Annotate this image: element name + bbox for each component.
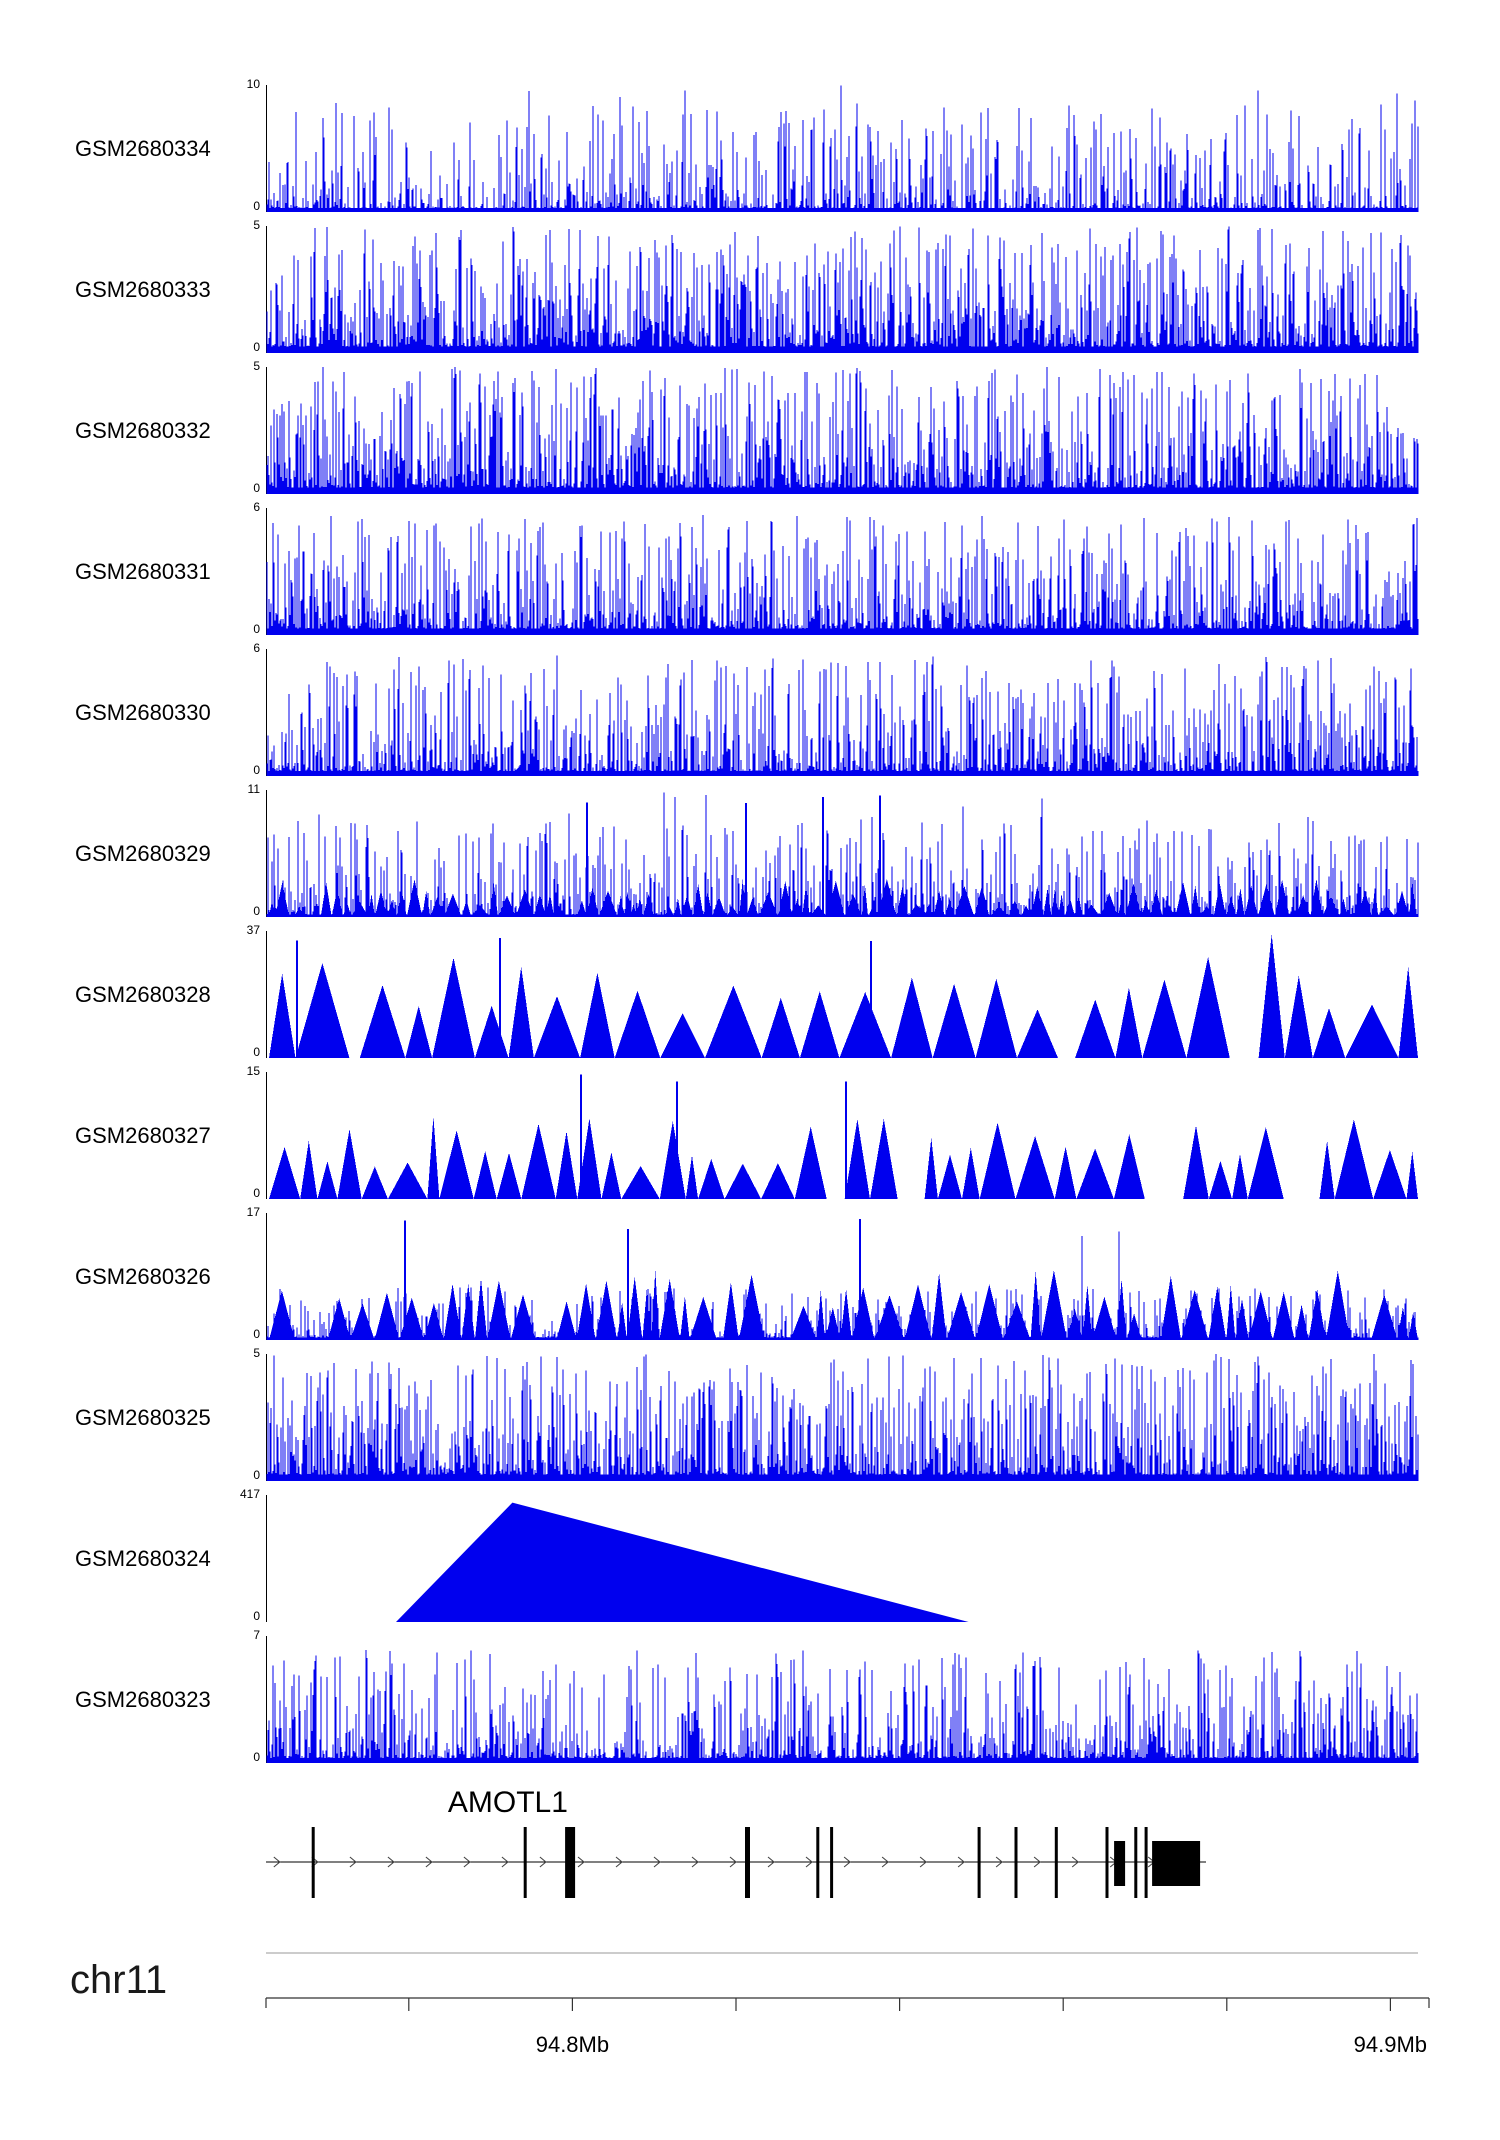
track-label: GSM2680329 [75, 840, 211, 866]
coverage-signal [266, 1219, 1419, 1340]
track-label: GSM2680331 [75, 558, 211, 584]
coordinate-ruler [265, 1952, 1430, 2011]
coverage-signal [266, 367, 1419, 494]
track-ymin-label: 0 [253, 622, 260, 636]
track-label: GSM2680326 [75, 1263, 211, 1289]
track-ymax-label: 10 [246, 77, 260, 91]
gene-exon [1114, 1841, 1126, 1886]
track-ymax-label: 17 [246, 1205, 260, 1219]
chromosome-label: chr11 [70, 1958, 168, 2002]
scale-axis [265, 1997, 1430, 2011]
track-label: GSM2680333 [75, 276, 211, 302]
gene-exon [1152, 1841, 1201, 1886]
track-signal-GSM2680324 [266, 1495, 1418, 1622]
track-ymax-label: 6 [253, 500, 260, 514]
axis-tick-label: 94.9Mb [1353, 2032, 1428, 2057]
track-ymin-label: 0 [253, 1750, 260, 1764]
coverage-signal [266, 792, 1419, 917]
gene-exon [977, 1827, 981, 1898]
track-ymin-label: 0 [253, 1186, 260, 1200]
track-ymax-label: 15 [246, 1064, 260, 1078]
track-label: GSM2680334 [75, 135, 211, 161]
coverage-signal [266, 85, 1419, 212]
track-ymax-label: 5 [253, 359, 260, 373]
track-label: GSM2680325 [75, 1404, 211, 1430]
track-signal-GSM2680323 [266, 1636, 1419, 1763]
gene-exon [311, 1827, 315, 1898]
coverage-signal [269, 1074, 1418, 1199]
axis-tick-label: 94.8Mb [535, 2032, 610, 2057]
track-label: GSM2680332 [75, 417, 211, 443]
gene-exon [565, 1827, 576, 1898]
gene-exon [1014, 1827, 1018, 1898]
track-label: GSM2680323 [75, 1686, 211, 1712]
track-ymax-label: 5 [253, 218, 260, 232]
gene-exon [1105, 1827, 1109, 1898]
coverage-signal [266, 655, 1419, 776]
gene-exon [1054, 1827, 1058, 1898]
strand-arrow-icon [273, 1856, 1156, 1868]
track-ymin-label: 0 [253, 1327, 260, 1341]
track-label: GSM2680324 [75, 1545, 211, 1571]
track-ymin-label: 0 [253, 763, 260, 777]
track-ymin-label: 0 [253, 481, 260, 495]
gene-exon [745, 1827, 750, 1898]
track-ymin-label: 0 [253, 340, 260, 354]
gene-model-track [266, 1827, 1206, 1898]
track-signal-GSM2680334 [266, 85, 1419, 212]
track-signal-GSM2680331 [266, 508, 1419, 635]
track-ymin-label: 0 [253, 1468, 260, 1482]
track-ymax-label: 5 [253, 1346, 260, 1360]
track-signal-GSM2680325 [266, 1354, 1419, 1481]
track-ymax-label: 7 [253, 1628, 260, 1642]
track-signal-GSM2680332 [266, 367, 1419, 494]
track-label: GSM2680330 [75, 699, 211, 725]
track-label: GSM2680328 [75, 981, 211, 1007]
track-signal-GSM2680330 [266, 649, 1419, 776]
track-signal-GSM2680328 [266, 931, 1418, 1058]
coverage-signal [266, 514, 1419, 635]
track-ymax-label: 37 [246, 923, 260, 937]
track-ymin-label: 0 [253, 904, 260, 918]
track-ymin-label: 0 [253, 1609, 260, 1623]
gene-exon [1134, 1827, 1138, 1898]
gene-exon [830, 1827, 834, 1898]
track-signal-GSM2680327 [266, 1072, 1418, 1199]
coverage-signal [266, 1354, 1419, 1481]
track-signal-GSM2680333 [266, 226, 1419, 353]
coverage-signal [266, 1650, 1419, 1763]
track-ymax-label: 6 [253, 641, 260, 655]
track-ymax-label: 11 [247, 782, 260, 796]
track-label: GSM2680327 [75, 1122, 211, 1148]
track-signal-GSM2680326 [266, 1213, 1419, 1340]
gene-exon [523, 1827, 527, 1898]
track-ymax-label: 417 [239, 1487, 260, 1501]
coverage-signal [396, 1502, 969, 1622]
coverage-signal [266, 226, 1419, 353]
gene-exon [816, 1827, 820, 1898]
gene-name-label: AMOTL1 [447, 1786, 568, 1819]
track-ymin-label: 0 [253, 199, 260, 213]
gene-exon [1144, 1827, 1148, 1898]
track-ymin-label: 0 [253, 1045, 260, 1059]
track-signal-GSM2680329 [266, 790, 1419, 917]
coverage-signal [269, 934, 1418, 1058]
